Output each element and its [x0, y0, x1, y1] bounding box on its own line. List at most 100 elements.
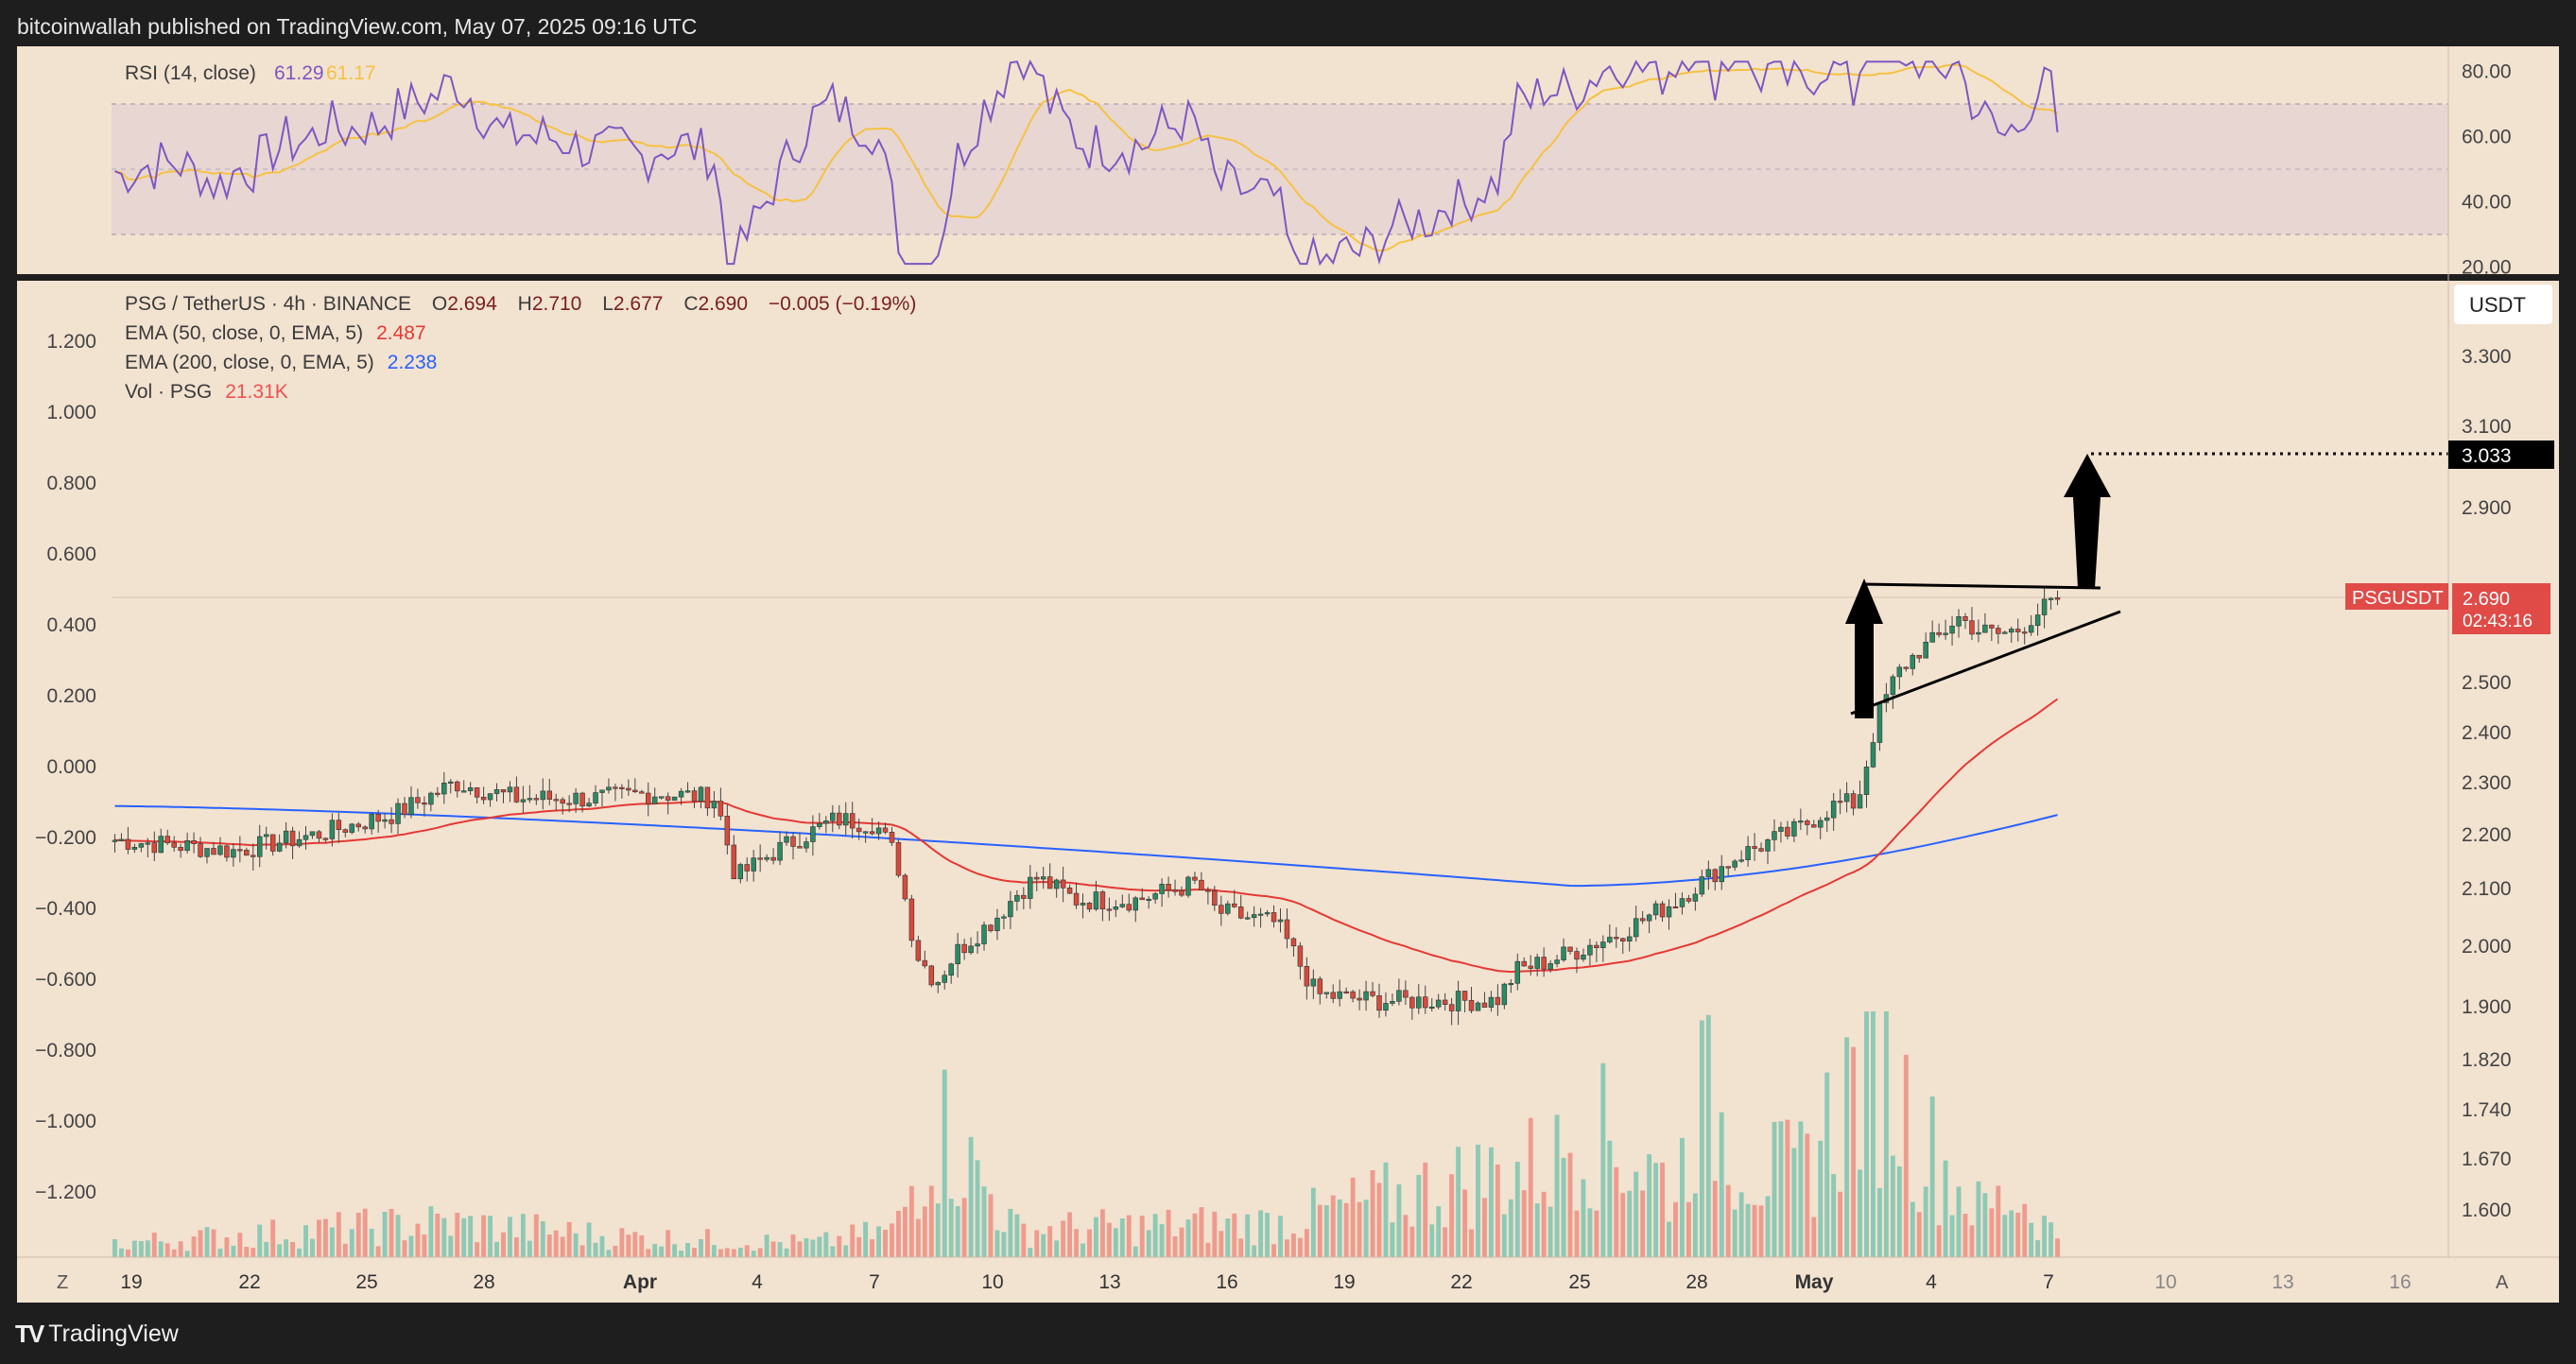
candle — [1508, 982, 1514, 986]
candle — [1461, 991, 1468, 1001]
candle — [1053, 879, 1060, 889]
volume-bar — [1627, 1190, 1633, 1257]
volume-bar — [1106, 1222, 1112, 1257]
candle — [1659, 903, 1666, 918]
candle — [151, 842, 158, 854]
volume-bar — [1534, 1203, 1540, 1257]
volume-bar — [257, 1224, 263, 1257]
volume-bar — [355, 1212, 361, 1257]
candle — [1086, 903, 1093, 910]
volume-bar — [329, 1227, 335, 1257]
volume-bar — [316, 1219, 321, 1257]
volume-bar — [251, 1248, 256, 1257]
volume-bar — [303, 1225, 308, 1257]
time-axis[interactable]: 19 22 25 28 Apr 4 7 10 13 16 19 22 25 28 May 4 7 10 13 16 Z… — [17, 1256, 2559, 1303]
volume-bar — [244, 1246, 250, 1257]
volume-bar — [744, 1245, 750, 1257]
candle — [988, 924, 994, 931]
volume-bar — [1785, 1119, 1790, 1257]
candle — [1805, 820, 1810, 825]
candle — [1093, 891, 1099, 910]
candle — [1106, 908, 1113, 911]
volume-bar — [1271, 1244, 1276, 1257]
volume-bar — [1791, 1148, 1797, 1257]
candle — [1903, 666, 1910, 669]
volume-bar — [520, 1214, 526, 1257]
candle — [329, 820, 336, 839]
pennant-lower-line — [1850, 610, 2121, 716]
right-price-axis[interactable]: 80.00 60.00 40.00 20.00 3.300 3.100 2.900 2.50… — [2345, 46, 2554, 1257]
volume-bar — [455, 1213, 460, 1257]
volume-bar — [948, 1199, 954, 1257]
candle — [553, 799, 559, 802]
volume-bar — [1146, 1230, 1151, 1257]
volume-bar — [494, 1241, 499, 1257]
candle — [112, 839, 118, 842]
volume-bars — [112, 1011, 2060, 1257]
candle — [1626, 936, 1633, 941]
volume-bar — [290, 1241, 296, 1257]
candle — [777, 841, 783, 861]
candle — [1534, 957, 1540, 969]
volume-bar — [908, 1185, 914, 1257]
candle — [1587, 944, 1593, 956]
volume-legend: Vol · PSG 21.31K — [125, 381, 288, 403]
candle — [1614, 937, 1619, 940]
volume-bar — [685, 1243, 690, 1257]
last-price-tag — [2452, 583, 2550, 634]
candle — [1581, 954, 1586, 960]
target-price-value: 3.033 — [2462, 445, 2512, 467]
ticker-label: PSGUSDT — [2352, 588, 2444, 609]
tradingview-logo[interactable]: TV TradingView — [15, 1320, 179, 1349]
price-axis-label: 1.900 — [2462, 996, 2512, 1018]
volume-bar — [994, 1230, 1000, 1257]
price-pane[interactable]: PSG / TetherUS · 4h · BINANCE O2.694 H2.… — [35, 293, 2448, 1257]
candle — [1686, 898, 1692, 902]
candle — [665, 796, 671, 801]
volume-bar — [731, 1249, 736, 1257]
time-axis-label: 22 — [238, 1271, 260, 1293]
currency-box[interactable] — [2454, 285, 2552, 324]
left-axis-label: 0.000 — [46, 756, 96, 778]
volume-bar — [1943, 1160, 1948, 1257]
symbol-label: PSG / TetherUS · 4h · BINANCE — [125, 293, 411, 315]
volume-value: 21.31K — [225, 381, 288, 403]
volume-bar — [2029, 1222, 2034, 1257]
volume-bar — [224, 1237, 230, 1257]
left-axis-label: 1.000 — [46, 402, 96, 423]
volume-bar — [1252, 1245, 1257, 1257]
candle — [125, 838, 131, 850]
volume-bar — [112, 1238, 117, 1257]
auto-scale-button[interactable]: A — [2496, 1272, 2509, 1293]
volume-bar — [935, 1203, 941, 1257]
candle — [1785, 826, 1790, 837]
volume-bar — [1323, 1205, 1329, 1257]
candle — [1442, 999, 1448, 1005]
volume-bar — [1824, 1072, 1830, 1257]
candle — [1547, 963, 1553, 970]
volume-bar — [1929, 1096, 1935, 1257]
time-axis-label: 25 — [355, 1271, 377, 1293]
candle — [751, 857, 756, 872]
publish-header: bitcoinwallah published on TradingView.c… — [0, 0, 2576, 46]
volume-bar — [1647, 1154, 1652, 1257]
candle — [830, 812, 836, 821]
candle — [1857, 794, 1863, 809]
candle — [251, 855, 256, 857]
volume-bar — [1436, 1206, 1442, 1257]
left-axis-label: 1.200 — [46, 331, 96, 353]
candle — [349, 823, 355, 833]
candle — [1817, 820, 1824, 828]
rsi-pane[interactable]: RSI (14, close) 61.29 61.17 — [112, 59, 2448, 267]
zoom-button[interactable]: Z — [57, 1272, 68, 1293]
rsi-ma-value: 61.17 — [326, 62, 376, 84]
candle — [1705, 869, 1712, 877]
candle — [395, 803, 401, 824]
candle — [1876, 702, 1883, 743]
volume-bar — [975, 1160, 980, 1257]
candle — [224, 845, 230, 858]
candle — [2014, 629, 2021, 632]
pane-separator[interactable] — [17, 274, 2559, 281]
volume-bar — [797, 1241, 803, 1257]
